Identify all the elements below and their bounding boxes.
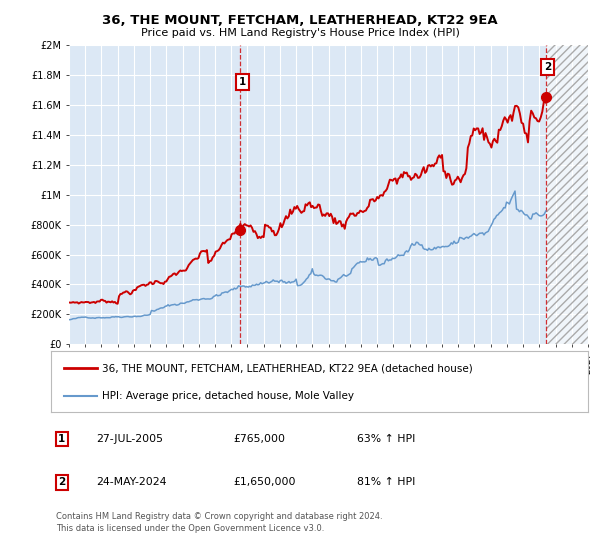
Text: 2: 2 — [58, 477, 65, 487]
Bar — [547, 45, 588, 344]
Text: 36, THE MOUNT, FETCHAM, LEATHERHEAD, KT22 9EA (detached house): 36, THE MOUNT, FETCHAM, LEATHERHEAD, KT2… — [102, 363, 473, 373]
Text: Contains HM Land Registry data © Crown copyright and database right 2024.
This d: Contains HM Land Registry data © Crown c… — [56, 512, 383, 533]
Text: 27-JUL-2005: 27-JUL-2005 — [97, 434, 164, 444]
Text: 36, THE MOUNT, FETCHAM, LEATHERHEAD, KT22 9EA: 36, THE MOUNT, FETCHAM, LEATHERHEAD, KT2… — [102, 14, 498, 27]
Text: 1: 1 — [58, 434, 65, 444]
Text: 81% ↑ HPI: 81% ↑ HPI — [357, 477, 415, 487]
Text: £765,000: £765,000 — [233, 434, 286, 444]
Text: Price paid vs. HM Land Registry's House Price Index (HPI): Price paid vs. HM Land Registry's House … — [140, 28, 460, 38]
Text: 63% ↑ HPI: 63% ↑ HPI — [357, 434, 415, 444]
Text: 1: 1 — [238, 77, 245, 87]
Text: 2: 2 — [544, 62, 551, 72]
Text: HPI: Average price, detached house, Mole Valley: HPI: Average price, detached house, Mole… — [102, 391, 354, 402]
Text: 24-MAY-2024: 24-MAY-2024 — [97, 477, 167, 487]
Text: £1,650,000: £1,650,000 — [233, 477, 296, 487]
Bar — [547, 45, 588, 344]
